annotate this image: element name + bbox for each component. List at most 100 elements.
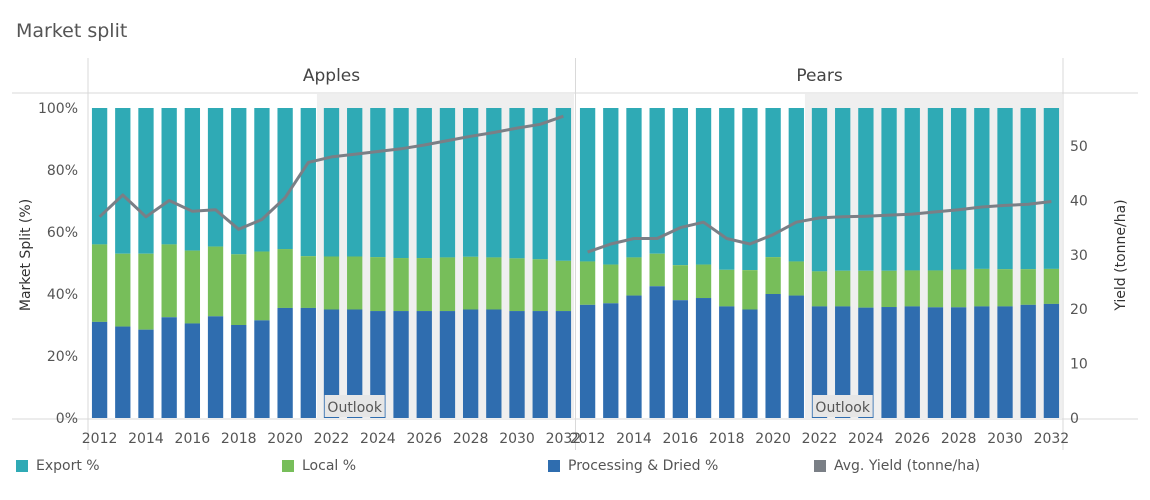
x-tick-apples-2018: 2018 xyxy=(221,431,257,447)
bar-processing-apples-2029 xyxy=(486,309,502,418)
x-tick-pears-2020: 2020 xyxy=(755,431,791,447)
bar-processing-pears-2022 xyxy=(811,306,828,418)
bar-local-pears-2022 xyxy=(811,271,828,307)
bar-local-pears-2029 xyxy=(974,268,990,307)
bar-processing-apples-2017 xyxy=(207,316,224,418)
chart-title: Market split xyxy=(16,20,128,42)
bar-local-pears-2018 xyxy=(719,269,735,307)
bar-processing-apples-2013 xyxy=(115,326,131,418)
bar-processing-pears-2029 xyxy=(974,306,990,418)
bar-export-pears-2032 xyxy=(1043,108,1060,269)
x-tick-apples-2012: 2012 xyxy=(82,431,118,447)
bar-export-apples-2021 xyxy=(300,108,316,257)
bar-processing-apples-2028 xyxy=(462,309,479,418)
bar-export-pears-2023 xyxy=(835,108,851,271)
bar-local-pears-2015 xyxy=(649,253,665,287)
bar-processing-pears-2020 xyxy=(765,294,781,418)
x-tick-apples-2020: 2020 xyxy=(267,431,303,447)
bar-local-pears-2027 xyxy=(927,270,944,308)
bar-processing-pears-2026 xyxy=(904,306,920,418)
bar-local-apples-2019 xyxy=(254,251,270,321)
bar-processing-pears-2012 xyxy=(579,304,596,418)
x-tick-apples-2026: 2026 xyxy=(406,431,442,447)
y-left-tick-20: 20% xyxy=(47,349,78,365)
bar-processing-apples-2015 xyxy=(161,317,177,418)
y-right-tick-0: 0 xyxy=(1070,411,1079,427)
bar-processing-pears-2021 xyxy=(788,295,804,418)
bar-processing-apples-2030 xyxy=(509,311,525,418)
outlook-label-apples: Outlook xyxy=(327,400,382,416)
bar-local-pears-2024 xyxy=(858,270,874,308)
legend-item-yield[interactable]: Avg. Yield (tonne/ha) xyxy=(814,458,980,474)
legend-label-export: Export % xyxy=(36,458,100,474)
bar-processing-pears-2019 xyxy=(742,309,758,418)
bar-export-apples-2030 xyxy=(509,108,525,259)
bar-processing-pears-2018 xyxy=(719,306,735,418)
y-right-tick-30: 30 xyxy=(1070,248,1088,264)
bar-processing-pears-2031 xyxy=(1020,304,1036,418)
bar-export-pears-2017 xyxy=(695,108,712,265)
y-left-tick-80: 80% xyxy=(47,163,78,179)
y-right-tick-20: 20 xyxy=(1070,302,1088,318)
bar-local-pears-2032 xyxy=(1043,268,1060,304)
bar-export-pears-2013 xyxy=(603,108,619,265)
y-left-tick-40: 40% xyxy=(47,287,78,303)
bar-export-apples-2032 xyxy=(555,108,572,261)
bar-processing-apples-2031 xyxy=(532,311,548,418)
bar-export-pears-2014 xyxy=(626,108,642,258)
bar-processing-pears-2032 xyxy=(1043,303,1060,418)
bar-local-apples-2032 xyxy=(555,260,572,312)
legend-item-export[interactable]: Export % xyxy=(16,458,100,474)
bar-export-pears-2015 xyxy=(649,108,665,254)
legend-item-local[interactable]: Local % xyxy=(282,458,356,474)
bar-export-apples-2015 xyxy=(161,108,177,245)
bar-export-pears-2021 xyxy=(788,108,804,262)
bar-local-pears-2013 xyxy=(603,264,619,304)
bar-local-apples-2013 xyxy=(115,253,131,327)
bar-processing-apples-2027 xyxy=(439,311,456,418)
bar-local-apples-2022 xyxy=(323,256,340,310)
bar-export-pears-2018 xyxy=(719,108,735,270)
x-tick-pears-2030: 2030 xyxy=(987,431,1023,447)
bar-local-pears-2023 xyxy=(835,270,851,307)
x-tick-apples-2022: 2022 xyxy=(314,431,350,447)
bar-local-apples-2030 xyxy=(509,258,525,312)
legend-label-local: Local % xyxy=(302,458,357,474)
y-right-axis-title: Yield (tonne/ha) xyxy=(1113,199,1129,311)
bar-local-pears-2016 xyxy=(672,265,689,301)
bar-export-apples-2031 xyxy=(532,108,548,260)
bar-local-pears-2012 xyxy=(579,261,596,305)
yield-line-pears xyxy=(587,200,1052,254)
bar-local-pears-2030 xyxy=(997,269,1013,307)
bar-export-pears-2028 xyxy=(950,108,967,270)
bar-export-apples-2027 xyxy=(439,108,456,258)
yield-line-apples xyxy=(98,114,564,231)
bar-export-pears-2020 xyxy=(765,108,781,258)
bar-local-apples-2024 xyxy=(370,257,386,312)
x-tick-pears-2014: 2014 xyxy=(616,431,652,447)
bar-export-apples-2019 xyxy=(254,108,270,252)
y-right-tick-10: 10 xyxy=(1070,357,1088,373)
bar-processing-apples-2032 xyxy=(555,311,572,418)
bar-local-apples-2014 xyxy=(138,253,154,330)
x-tick-apples-2014: 2014 xyxy=(128,431,164,447)
bar-processing-pears-2014 xyxy=(626,295,642,418)
bar-export-apples-2026 xyxy=(416,108,432,259)
y-left-tick-0: 0% xyxy=(56,411,78,427)
legend-label-yield: Avg. Yield (tonne/ha) xyxy=(834,458,981,474)
bar-export-apples-2022 xyxy=(323,108,340,257)
y-left-tick-100: 100% xyxy=(38,101,78,117)
bar-processing-apples-2016 xyxy=(184,323,201,418)
bar-local-pears-2017 xyxy=(695,264,712,299)
x-tick-apples-2030: 2030 xyxy=(499,431,535,447)
bar-local-apples-2031 xyxy=(532,259,548,312)
legend-item-processing[interactable]: Processing & Dried % xyxy=(548,458,718,474)
bar-export-apples-2018 xyxy=(231,108,247,255)
y-left-axis-title: Market Split (%) xyxy=(18,199,34,311)
bar-processing-apples-2021 xyxy=(300,307,316,418)
bar-export-apples-2024 xyxy=(370,108,386,258)
bar-processing-apples-2025 xyxy=(393,311,409,418)
bar-export-apples-2028 xyxy=(462,108,479,257)
x-tick-pears-2022: 2022 xyxy=(802,431,838,447)
